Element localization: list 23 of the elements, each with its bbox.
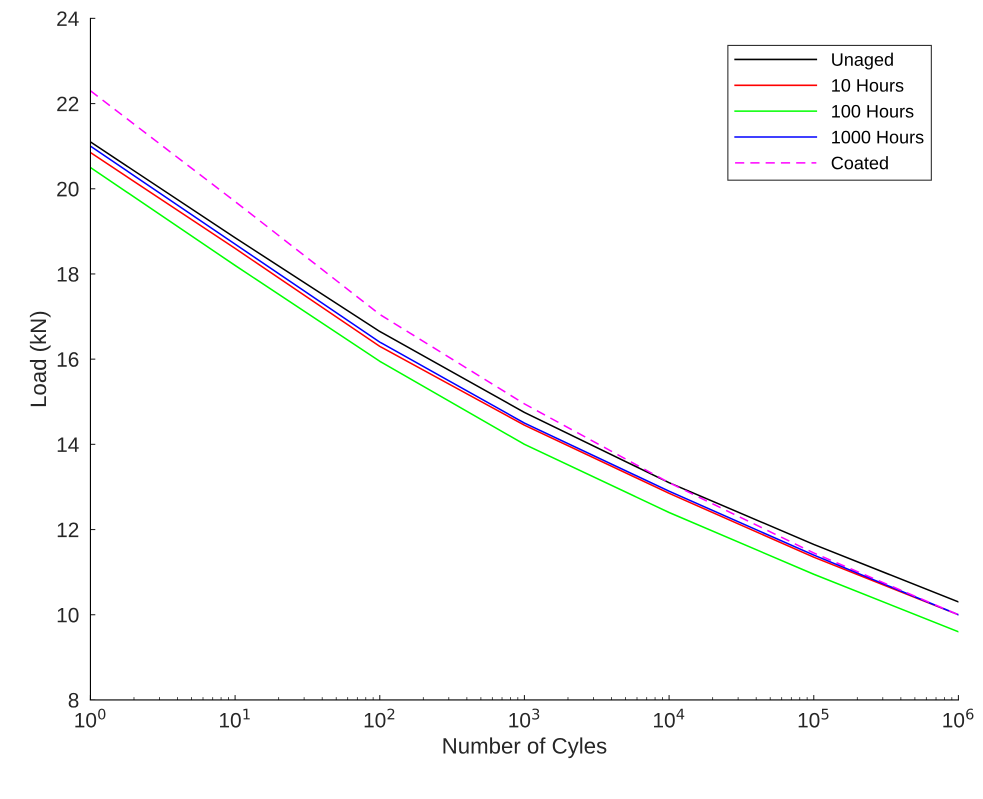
y-tick-label: 18 — [58, 266, 78, 282]
x-tick-label: 10$^{2}$ — [364, 708, 394, 728]
x-tick-label: 10$^{6}$ — [943, 708, 974, 728]
y-tick-label: 22 — [57, 96, 78, 112]
x-tick-label: 10$^{4}$ — [654, 708, 684, 728]
y-tick-label: 14 — [58, 438, 79, 452]
legend-label: 10 Hours — [832, 79, 904, 92]
legend-label: 100 Hours — [832, 104, 914, 118]
y-axis-title: Load (kN) — [30, 312, 51, 406]
x-tick-label: 10$^{0}$ — [75, 708, 106, 728]
x-tick-label: 10$^{3}$ — [509, 708, 540, 728]
y-tick-label: 10 — [58, 608, 79, 622]
legend-label: 1000 Hours — [832, 130, 924, 144]
x-tick-label: 10$^{1}$ — [220, 708, 250, 728]
y-tick-label: 24 — [57, 11, 79, 26]
legend-label: Unaged — [832, 52, 893, 70]
y-tick-label: 20 — [57, 182, 79, 197]
y-tick-label: 8 — [68, 692, 78, 708]
x-tick-label: 10$^{5}$ — [798, 708, 828, 728]
legend-label: Coated — [832, 156, 888, 170]
y-tick-label: 16 — [58, 352, 78, 367]
y-tick-label: 12 — [58, 522, 78, 538]
x-axis-title: Number of Cyles — [444, 737, 606, 758]
